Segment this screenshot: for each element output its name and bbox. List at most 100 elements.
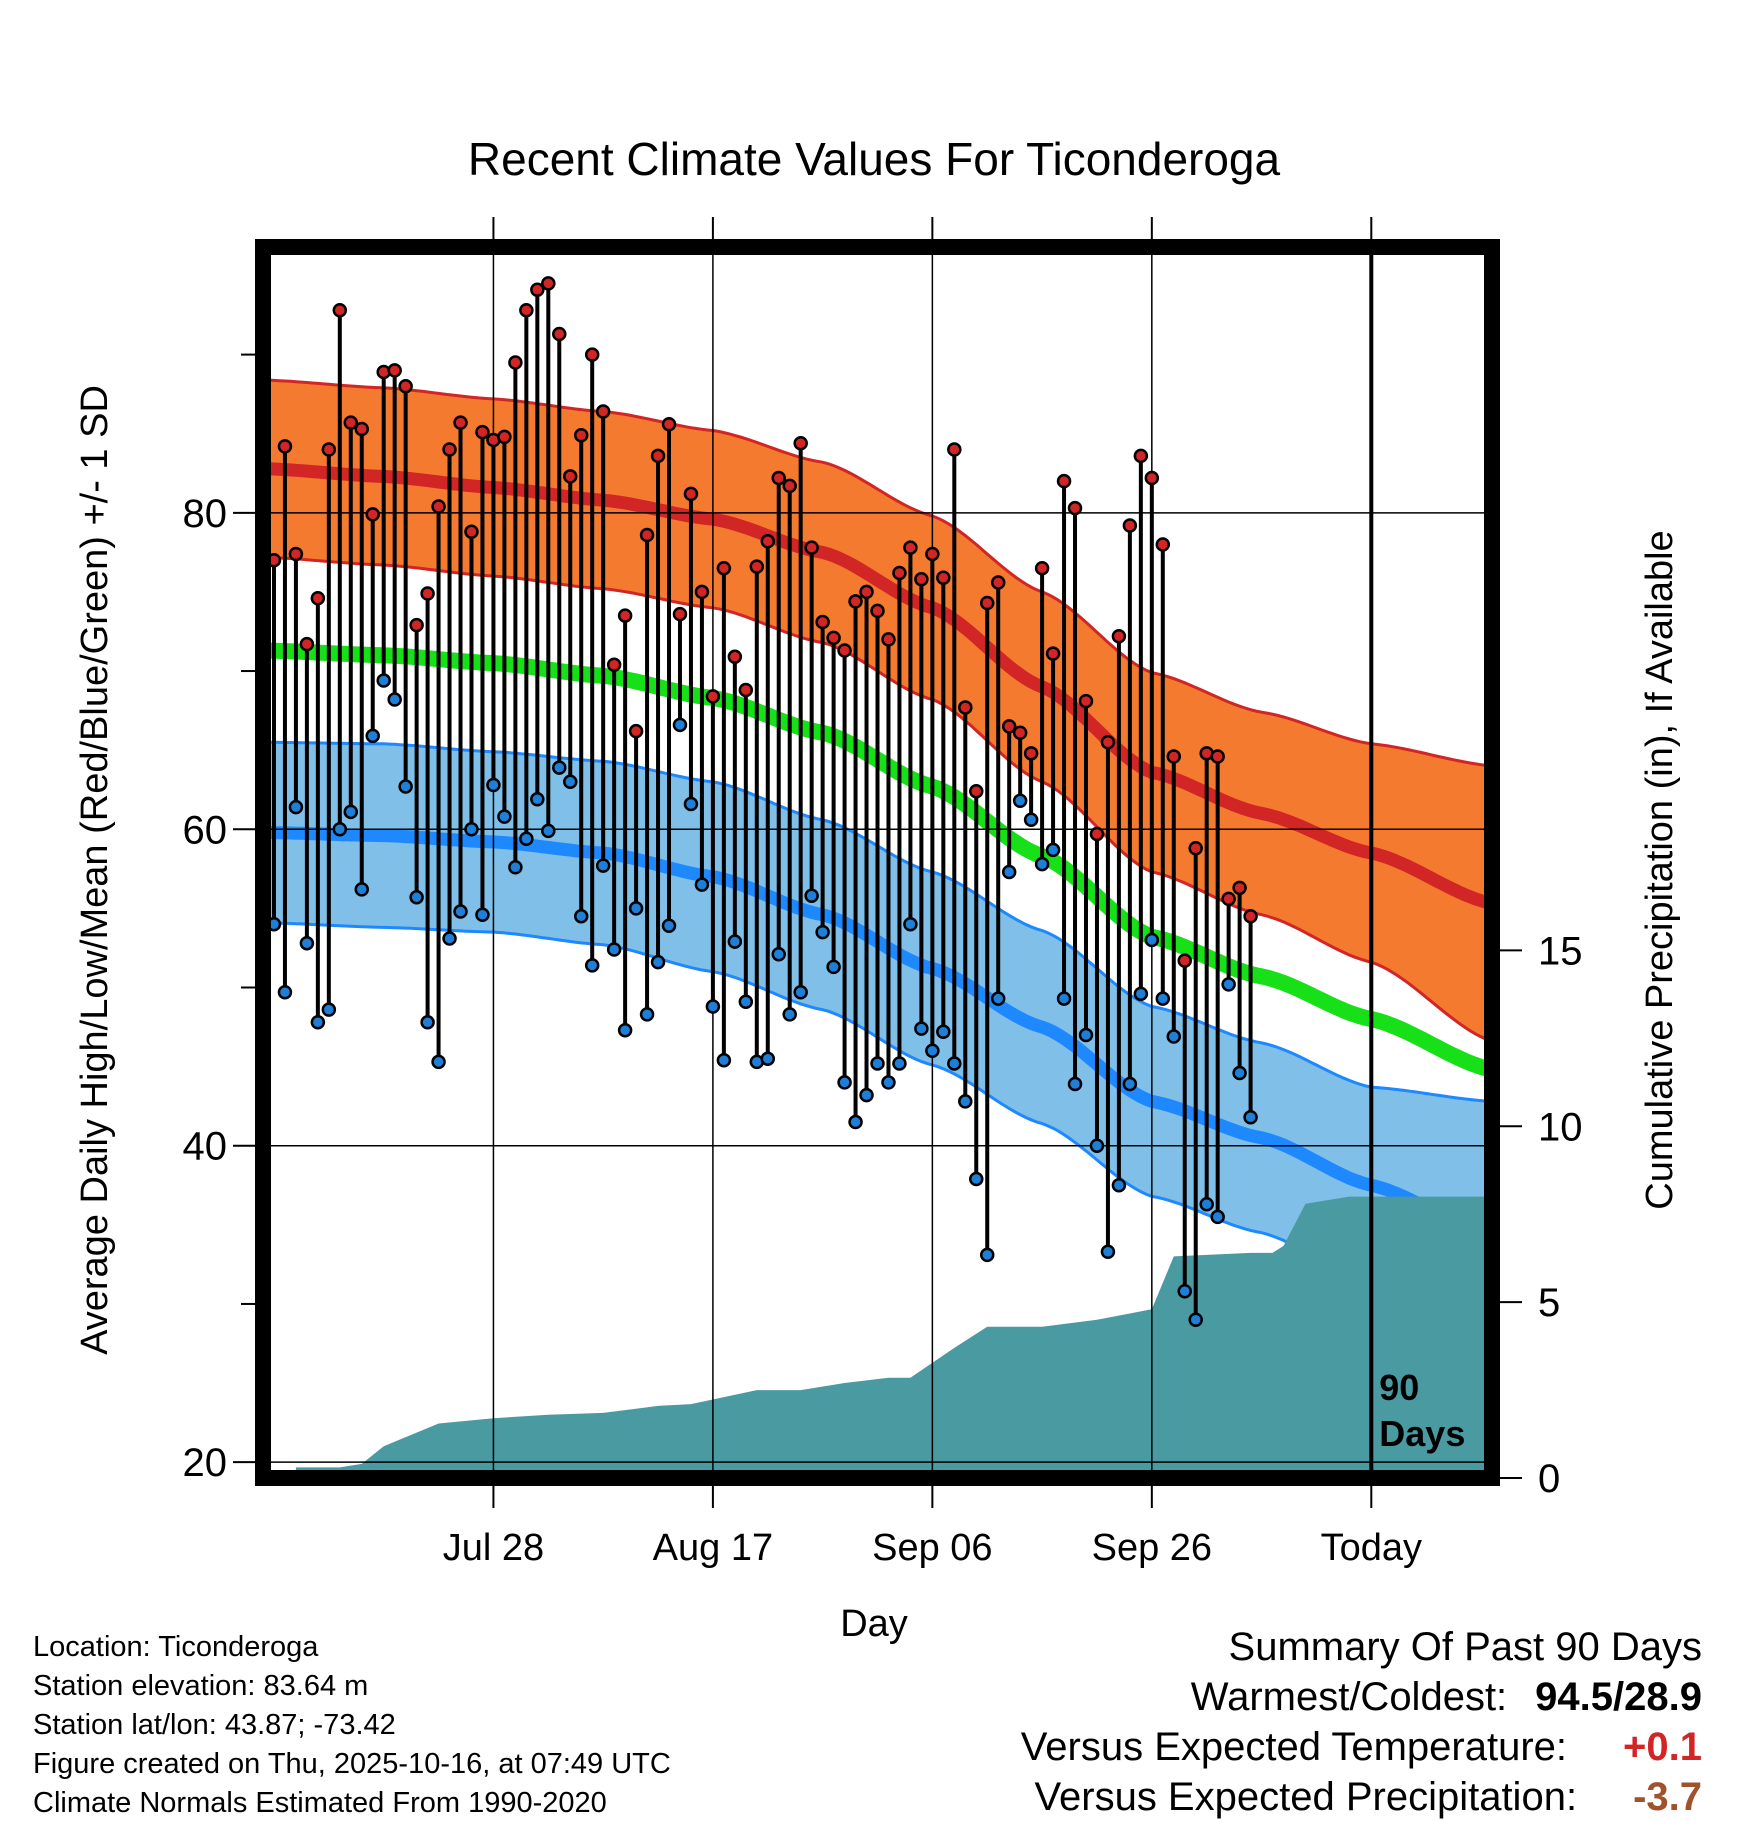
y2-axis-label: Cumulative Precipitation (in), If Availa…: [1639, 530, 1681, 1209]
x-tick-label: Jul 28: [443, 1527, 544, 1569]
daily-high-point: [1232, 880, 1247, 896]
daily-high-point: [947, 442, 962, 457]
daily-low-point: [497, 809, 512, 824]
daily-low-point: [859, 1087, 874, 1103]
normal-high-line: [263, 462, 1492, 910]
daily-low-point: [771, 947, 786, 962]
daily-low-point: [958, 1094, 973, 1109]
daily-low-point: [760, 1051, 776, 1066]
daily-high-point: [606, 657, 622, 672]
daily-low-point: [936, 1024, 951, 1040]
daily-low-point: [1078, 1027, 1094, 1043]
daily-low-point: [508, 859, 523, 875]
x-tick-label: Aug 17: [653, 1527, 773, 1569]
daily-low-point: [716, 1053, 732, 1068]
daily-high-point: [683, 486, 699, 502]
daily-high-point: [881, 632, 896, 647]
precip-vs-expected-value: -3.7: [1633, 1775, 1702, 1819]
daily-high-point: [321, 442, 337, 457]
daily-low-point: [573, 909, 589, 924]
temp-vs-expected-label: Versus Expected Temperature:: [1020, 1725, 1568, 1769]
daily-high-point: [749, 559, 765, 574]
daily-high-point: [837, 643, 852, 658]
daily-low-point: [541, 823, 556, 839]
daily-low-point: [990, 991, 1006, 1006]
daily-high-point: [738, 682, 754, 698]
daily-low-point: [563, 774, 578, 790]
daily-low-point: [826, 959, 841, 975]
daily-low-point: [617, 1022, 633, 1038]
y-axis-label: Average Daily High/Low/Mean (Red/Blue/Gr…: [74, 385, 116, 1355]
daily-high-point: [1210, 749, 1225, 764]
daily-low-point: [782, 1007, 797, 1022]
daily-low-point: [475, 907, 490, 922]
daily-high-point: [1221, 891, 1236, 907]
plot-area: 90 Days: [263, 247, 1492, 1478]
daily-low-point: [530, 791, 545, 807]
daily-stems: [271, 283, 1253, 1320]
y-tick-label: 40: [183, 1125, 228, 1169]
daily-high-point: [760, 534, 776, 549]
daily-high-point: [1144, 470, 1160, 486]
daily-high-point: [815, 614, 830, 630]
daily-low-point: [1155, 991, 1171, 1006]
daily-high-point: [365, 507, 380, 522]
daily-high-point: [892, 565, 907, 581]
daily-low-point: [343, 804, 359, 820]
daily-high-point: [826, 630, 841, 646]
daily-low-point: [683, 796, 699, 812]
daily-low-point: [398, 779, 413, 794]
x-axis-label: Day: [840, 1603, 908, 1645]
y2-tick-label: 5: [1538, 1281, 1560, 1325]
daily-high-point: [870, 603, 885, 619]
daily-high-point: [990, 575, 1006, 590]
y2-tick-label: 15: [1538, 929, 1583, 973]
daily-low-point: [365, 728, 380, 744]
summary-heading: Summary Of Past 90 Days: [1228, 1625, 1702, 1669]
daily-low-point: [661, 918, 677, 934]
daily-low-point: [442, 931, 457, 946]
daily-low-point: [1188, 1312, 1203, 1328]
daily-high-point: [1155, 537, 1171, 552]
daily-high-point: [1111, 628, 1127, 644]
daily-high-point: [716, 560, 732, 576]
daily-high-point: [1089, 826, 1105, 842]
daily-low-point: [1012, 793, 1028, 809]
daily-low-point: [628, 901, 644, 916]
daily-low-point: [420, 1015, 435, 1030]
daily-high-point: [848, 594, 863, 609]
daily-low-point: [584, 958, 600, 973]
daily-high-point: [508, 355, 523, 370]
daily-high-point: [299, 636, 315, 652]
daily-high-point: [771, 470, 786, 486]
daily-low-point: [332, 822, 348, 837]
axes: Jul 28 Aug 17 Sep 06 Sep 26 Today 20 40 60 80 0 5 1…: [183, 217, 1583, 1569]
daily-low-point: [1067, 1076, 1083, 1092]
daily-high-point: [958, 700, 973, 715]
daily-high-point: [332, 303, 348, 318]
station-info: Location: Ticonderoga Station elevation:…: [33, 1628, 671, 1823]
daily-high-point: [442, 442, 457, 457]
daily-low-point: [848, 1114, 863, 1130]
daily-low-point: [1144, 932, 1160, 948]
daily-low-point: [672, 717, 688, 733]
y-tick-label: 80: [183, 492, 228, 536]
daily-low-point: [639, 1007, 655, 1022]
daily-low-point: [1122, 1076, 1138, 1092]
daily-high-point: [563, 469, 578, 484]
location-text: Location: Ticonderoga: [33, 1631, 319, 1663]
daily-low-point: [705, 999, 721, 1014]
daily-high-point: [914, 572, 929, 587]
precip-vs-expected-label: Versus Expected Precipitation:: [1034, 1775, 1578, 1819]
daily-low-point: [409, 890, 424, 905]
daily-low-point: [1221, 977, 1236, 992]
daily-low-point: [1177, 1284, 1192, 1299]
daily-low-point: [694, 877, 710, 892]
daily-low-point: [1001, 864, 1017, 880]
daily-high-point: [552, 326, 567, 342]
daily-low-point: [376, 673, 391, 688]
daily-high-point: [310, 591, 326, 606]
daily-high-point: [672, 606, 688, 622]
daily-high-point: [277, 439, 293, 454]
daily-low-point: [969, 1171, 984, 1187]
